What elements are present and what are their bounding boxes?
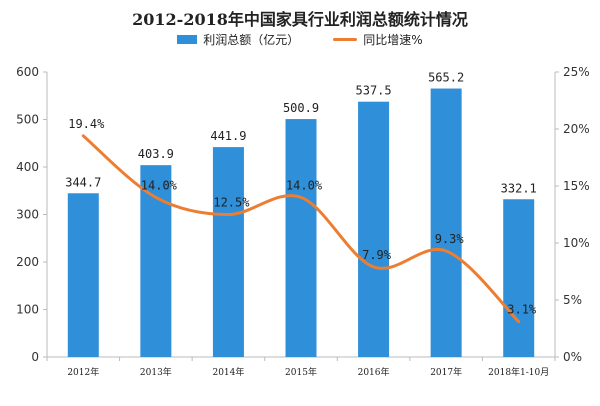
left-tick-label: 200	[16, 255, 39, 269]
bar-profit	[285, 119, 317, 357]
legend-line-swatch	[333, 38, 358, 41]
legend-item-growth: 同比增速%	[333, 31, 423, 48]
growth-value-label: 12.5%	[213, 196, 250, 210]
left-tick-label: 500	[16, 113, 39, 127]
x-tick-label: 2014年	[212, 366, 244, 378]
right-tick-label: 25%	[563, 65, 590, 79]
chart-legend: 利润总额（亿元） 同比增速%	[0, 31, 600, 48]
bar-value-label: 344.7	[65, 175, 101, 189]
left-tick-label: 0	[31, 350, 39, 364]
bar-value-label: 441.9	[210, 129, 246, 143]
legend-label-growth: 同比增速%	[363, 33, 423, 47]
growth-value-label: 19.4%	[68, 117, 105, 131]
left-tick-label: 400	[16, 160, 39, 174]
right-tick-label: 10%	[563, 236, 590, 250]
x-tick-label: 2013年	[140, 366, 172, 378]
right-tick-label: 5%	[563, 293, 582, 307]
growth-value-label: 3.1%	[507, 303, 537, 317]
bar-value-label: 332.1	[501, 181, 537, 195]
growth-value-label: 14.0%	[286, 178, 323, 192]
right-tick-label: 20%	[563, 122, 590, 136]
bar-value-label: 565.2	[428, 71, 464, 85]
right-tick-label: 0%	[563, 350, 582, 364]
growth-value-label: 14.0%	[141, 178, 178, 192]
x-tick-label: 2018年1-10月	[488, 366, 549, 378]
legend-bar-swatch	[177, 35, 198, 44]
x-tick-label: 2016年	[358, 366, 390, 378]
growth-line	[81, 134, 521, 324]
growth-value-label: 7.9%	[362, 248, 392, 262]
left-tick-label: 300	[16, 208, 39, 222]
legend-label-profit: 利润总额（亿元）	[203, 33, 300, 47]
x-tick-label: 2017年	[430, 366, 462, 378]
bar-value-label: 403.9	[138, 147, 174, 161]
growth-value-label: 9.3%	[435, 232, 465, 246]
x-tick-label: 2012年	[67, 366, 99, 378]
bar-profit	[503, 199, 535, 357]
chart-title: 2012-2018年中国家具行业利润总额统计情况	[132, 10, 468, 29]
left-tick-label: 100	[16, 303, 39, 317]
bar-profit	[67, 193, 99, 357]
legend-item-profit: 利润总额（亿元）	[177, 31, 299, 48]
x-tick-label: 2015年	[285, 366, 317, 378]
bar-profit	[212, 147, 244, 357]
bar-profit	[358, 101, 390, 357]
left-tick-label: 600	[16, 65, 39, 79]
bar-value-label: 500.9	[283, 101, 319, 115]
right-tick-label: 15%	[563, 179, 590, 193]
bar-value-label: 537.5	[356, 84, 392, 98]
bar-profit	[430, 88, 462, 357]
bar-profit	[140, 165, 172, 357]
